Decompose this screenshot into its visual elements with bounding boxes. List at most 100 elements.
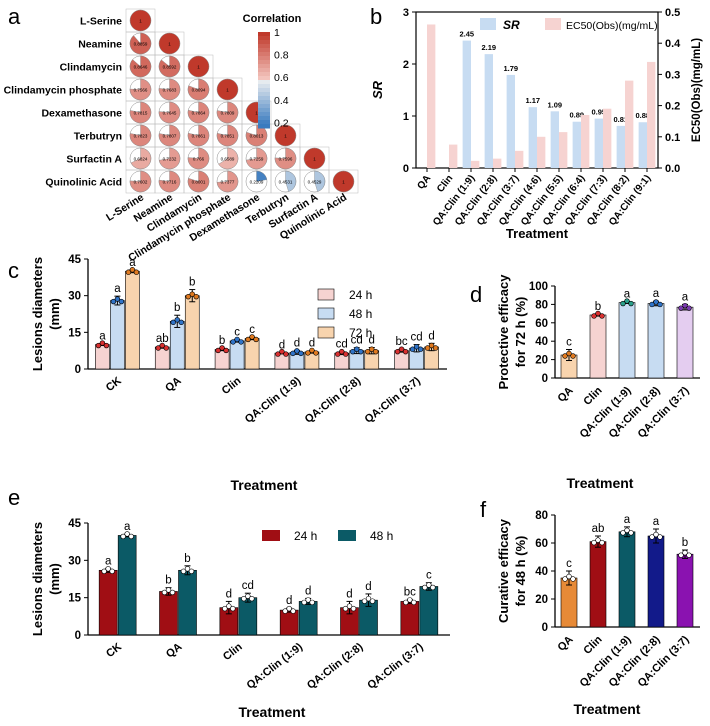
legend-tick-label: 0.2 bbox=[274, 117, 289, 129]
x-tick-label: QA:Clin (3:7) bbox=[363, 375, 424, 426]
correlation-pie bbox=[218, 147, 239, 170]
legend-label: 72 h bbox=[349, 326, 372, 340]
correlation-value: 0.7823 bbox=[134, 134, 148, 139]
replicate-point bbox=[189, 291, 195, 297]
significance-letter: a bbox=[105, 555, 112, 567]
replicate-point bbox=[188, 568, 195, 574]
legend-swatch bbox=[317, 288, 335, 301]
correlation-value: 0.8646 bbox=[134, 65, 148, 70]
legend-gradient-step bbox=[258, 96, 270, 101]
correlation-value: 0.2209 bbox=[250, 180, 264, 185]
bar bbox=[618, 302, 636, 379]
bar bbox=[159, 591, 178, 636]
y-tick-label: 80 bbox=[535, 510, 548, 522]
correlation-value: 0.7809 bbox=[221, 111, 235, 116]
bar bbox=[419, 586, 439, 636]
legend-gradient-step bbox=[258, 32, 270, 37]
sr-bar bbox=[528, 107, 537, 168]
correlation-pie bbox=[158, 170, 181, 193]
significance-letter: cd bbox=[242, 580, 254, 592]
replicate-point bbox=[109, 568, 115, 574]
replicate-point bbox=[678, 305, 684, 311]
replicate-point bbox=[249, 334, 255, 340]
replicate-point bbox=[128, 533, 134, 540]
significance-letter: a bbox=[124, 521, 131, 533]
x-axis-title: Treatment bbox=[574, 701, 641, 717]
legend-swatch bbox=[545, 18, 561, 30]
replicate-point bbox=[365, 595, 372, 602]
bar bbox=[676, 553, 694, 628]
panel-letter: a bbox=[8, 4, 21, 29]
significance-letter: d bbox=[226, 588, 232, 600]
correlation-value: 0.7815 bbox=[134, 111, 148, 116]
bar bbox=[618, 531, 636, 628]
replicate-point bbox=[279, 348, 285, 355]
significance-letter: ab bbox=[156, 333, 169, 345]
legend-gradient-step bbox=[258, 104, 270, 109]
replicate-point bbox=[369, 346, 375, 352]
correlation-pie bbox=[187, 101, 210, 124]
significance-letter: a bbox=[653, 288, 660, 300]
legend-gradient-step bbox=[258, 124, 270, 129]
replicate-point bbox=[432, 345, 439, 351]
replicate-point bbox=[653, 531, 659, 538]
significance-letter: bc bbox=[396, 336, 408, 348]
significance-letter: d bbox=[305, 585, 311, 597]
replicate-point bbox=[335, 351, 341, 357]
x-tick-label: QA bbox=[163, 375, 183, 395]
replicate-point bbox=[678, 552, 684, 558]
replicate-point bbox=[599, 313, 605, 319]
correlation-pie bbox=[158, 32, 181, 55]
correlation-pie bbox=[129, 32, 152, 55]
significance-letter: c bbox=[249, 324, 255, 336]
y2-tick-label: 0.2 bbox=[665, 101, 680, 113]
legend-gradient-step bbox=[258, 84, 270, 89]
ec50-bar bbox=[515, 150, 524, 168]
legend-label: SR bbox=[503, 18, 520, 32]
replicate-point bbox=[223, 347, 229, 354]
replicate-point bbox=[101, 568, 107, 574]
replicate-point bbox=[657, 534, 663, 540]
x-tick-label: QA:Clin (3:7) bbox=[636, 384, 692, 440]
correlation-value: 0.7716 bbox=[163, 180, 177, 185]
legend-gradient-step bbox=[258, 40, 270, 45]
sr-data-label: 0.88 bbox=[636, 111, 651, 120]
y-tick-label: 30 bbox=[68, 291, 81, 303]
x-tick-label: Clin bbox=[435, 173, 455, 195]
legend-swatch bbox=[317, 307, 335, 320]
correlation-value: 0.7232 bbox=[163, 157, 177, 162]
y-axis-title: SR bbox=[370, 80, 385, 99]
correlation-pie bbox=[158, 101, 181, 124]
y2-tick-label: 0.3 bbox=[665, 69, 680, 81]
replicate-point bbox=[343, 351, 349, 357]
replicate-point bbox=[159, 342, 165, 349]
correlation-value: 0.766 bbox=[193, 157, 205, 162]
correlation-pie bbox=[256, 170, 268, 182]
correlation-value: 1 bbox=[197, 65, 200, 70]
correlation-pie bbox=[332, 170, 355, 193]
y2-axis-title: EC50(Obs)(mg/mL) bbox=[691, 38, 703, 142]
replicate-point bbox=[219, 345, 225, 351]
correlation-pie bbox=[303, 147, 326, 170]
correlation-value: 1 bbox=[313, 157, 316, 162]
significance-letter: b bbox=[165, 575, 171, 587]
replicate-point bbox=[402, 348, 409, 355]
replicate-point bbox=[342, 605, 349, 612]
y-tick-label: 15 bbox=[68, 327, 81, 339]
replicate-point bbox=[163, 345, 169, 351]
x-tick-label: QA:Clin (2:8) bbox=[303, 375, 364, 426]
replicate-point bbox=[394, 348, 401, 355]
legend-swatch bbox=[262, 530, 280, 541]
replicate-point bbox=[365, 348, 371, 355]
legend-gradient-step bbox=[258, 92, 270, 97]
replicate-point bbox=[398, 346, 405, 352]
correlation-value: 0.8592 bbox=[163, 65, 177, 70]
ec50-bar bbox=[493, 158, 502, 168]
sr-data-label: 0.89 bbox=[570, 111, 585, 120]
bar bbox=[676, 306, 694, 379]
x-axis-title: Treatment bbox=[567, 475, 634, 491]
correlation-value: 0.7683 bbox=[163, 88, 177, 93]
legend-tick-label: 0.8 bbox=[274, 50, 289, 62]
replicate-point bbox=[682, 302, 688, 309]
